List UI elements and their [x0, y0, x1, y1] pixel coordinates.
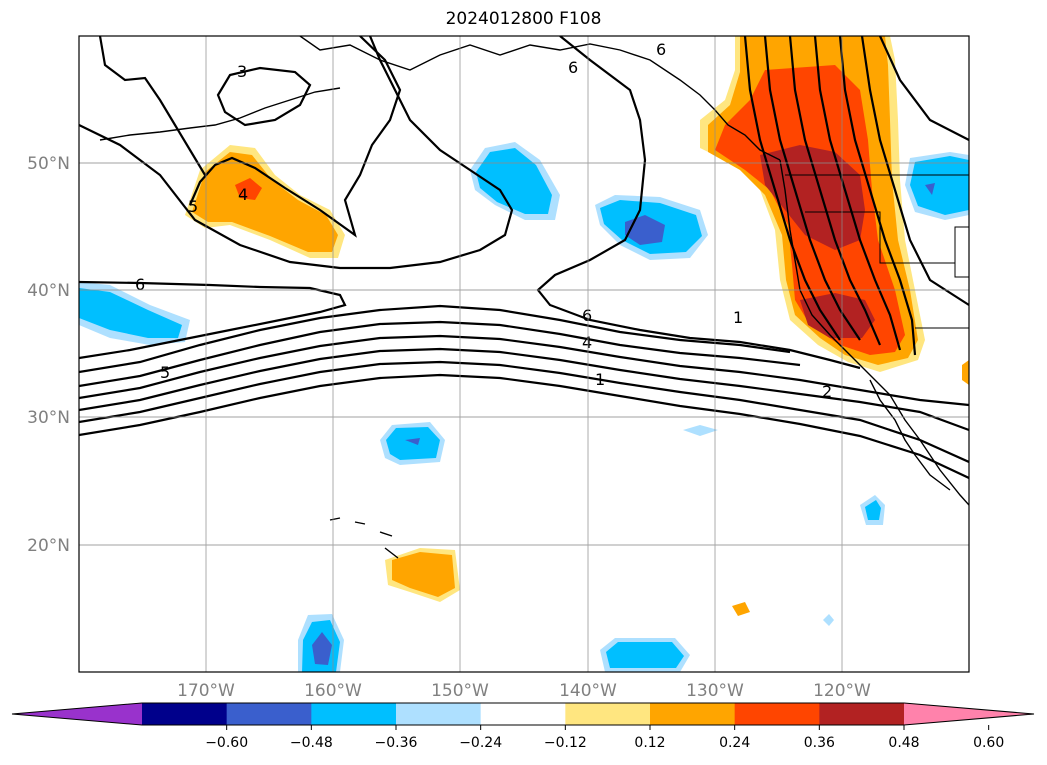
border-states-1	[805, 211, 955, 264]
longitude-labels: 170°W 160°W 150°W 140°W 130°W 120°W	[177, 681, 871, 701]
colorbar-segment	[650, 703, 736, 725]
positive-anomaly-hawaii-mid	[392, 552, 455, 597]
colorbar-segment	[226, 703, 312, 725]
colorbar-extend-low	[12, 703, 142, 725]
colorbar-extend-high	[904, 703, 1034, 725]
contour-label: 5	[188, 197, 198, 216]
positive-anomaly-aleutian-mid	[192, 152, 338, 252]
positive-anomaly-coast-small	[962, 360, 969, 385]
contour-label: 5	[160, 363, 170, 382]
contour-label: 2	[822, 382, 832, 401]
lat-label: 40°N	[27, 281, 70, 301]
negative-anomaly-tropic-west-high	[312, 632, 332, 665]
colorbar-tick-label: 0.24	[719, 735, 750, 751]
colorbar-tick-label: 0.48	[888, 735, 919, 751]
negative-anomaly-central-high	[625, 215, 665, 245]
lat-label: 20°N	[27, 536, 70, 556]
contour-jet-2	[79, 320, 801, 388]
lon-label: 150°W	[431, 681, 489, 701]
contour-label: 3	[237, 62, 247, 81]
negative-anomaly-northeast-mid	[910, 156, 969, 215]
colorbar-segment	[142, 703, 228, 725]
coastline-hawaii	[329, 517, 399, 559]
colorbar-tick-label: −0.60	[205, 735, 248, 751]
contour-jet-3	[79, 334, 969, 407]
colorbar-tick-label: −0.36	[375, 735, 418, 751]
contour-trough-4	[813, 36, 902, 351]
gridlines	[79, 36, 969, 672]
latitude-labels: 50°N 40°N 30°N 20°N	[27, 154, 70, 556]
lon-label: 130°W	[686, 681, 744, 701]
contour-label: 1	[733, 308, 743, 327]
colorbar: −0.60 −0.48 −0.36 −0.24 −0.12 0.12 0.24 0.36 0.4…	[11, 702, 1035, 751]
colorbar-tick-label: −0.24	[459, 735, 502, 751]
coastline-baja	[869, 379, 951, 491]
colorbar-segment	[311, 703, 397, 725]
contour-trough-3	[788, 36, 882, 346]
negative-anomaly-subtropic-high	[405, 438, 420, 445]
contour-jet-5	[79, 360, 969, 464]
colorbar-tick-label: −0.12	[544, 735, 587, 751]
contour-trough-5	[838, 36, 917, 356]
colorbar-segment	[819, 703, 905, 725]
contour-north-arc	[79, 36, 514, 270]
coastline-westcoast	[779, 159, 969, 506]
negative-anomaly-baja-mid	[865, 500, 881, 520]
colorbar-tick-label: −0.48	[290, 735, 333, 751]
positive-anomaly-socal-strong	[800, 293, 875, 338]
contour-trough-1	[743, 36, 841, 341]
contour-label: 4	[582, 333, 592, 352]
contour-jet-1	[79, 304, 791, 374]
contour-trough-2	[763, 36, 861, 341]
lat-label: 50°N	[27, 154, 70, 174]
negative-anomaly-subtropic-mid	[386, 427, 440, 460]
colorbar-tick-label: 0.36	[804, 735, 835, 751]
negative-anomaly-tropic-east-mid	[606, 642, 684, 668]
map-title: 2024012800 F108	[445, 9, 602, 29]
contour-jet-4	[79, 347, 969, 432]
colorbar-outline	[11, 702, 1035, 726]
contour-6-north	[98, 36, 206, 176]
contour-labels: 3 6 6 4 5 6 6 4 1 5 2 1	[135, 40, 832, 401]
colorbar-segment	[734, 703, 820, 725]
border-states-3	[954, 226, 969, 278]
map-frame	[78, 35, 970, 673]
contour-trough-6	[860, 36, 969, 306]
contour-label: 6	[656, 40, 666, 59]
colorbar-tick-label: 0.12	[634, 735, 665, 751]
contour-6-east	[536, 36, 861, 370]
positive-anomaly-aleutian-high	[235, 178, 262, 200]
coastline-aleutians	[99, 87, 341, 141]
lat-label: 30°N	[27, 408, 70, 428]
colorbar-tick-label: 0.60	[973, 735, 1004, 751]
colorbar-segment	[565, 703, 651, 725]
contour-label: 6	[568, 58, 578, 77]
contour-jet-6	[79, 373, 969, 479]
lon-label: 160°W	[304, 681, 362, 701]
contour-label: 6	[135, 275, 145, 294]
negative-anomaly-tiny-1	[683, 425, 718, 436]
colorbar-segment	[480, 703, 566, 725]
positive-anomaly-small	[732, 602, 750, 616]
negative-anomaly-tiny-2	[823, 614, 834, 626]
contour-6-ridge	[79, 280, 347, 360]
colorbar-segment	[396, 703, 482, 725]
lon-label: 140°W	[559, 681, 617, 701]
negative-anomaly-westpacific-mid	[79, 288, 182, 338]
lon-label: 120°W	[813, 681, 871, 701]
contour-trough-7	[878, 36, 969, 141]
negative-anomaly-northpacific-mid	[476, 148, 552, 214]
lon-label: 170°W	[177, 681, 235, 701]
contour-3-alaska	[216, 66, 312, 127]
contour-label: 4	[238, 185, 248, 204]
negative-anomaly-northeast-high	[925, 183, 935, 195]
contour-label: 1	[595, 370, 605, 389]
contour-label: 6	[582, 306, 592, 325]
